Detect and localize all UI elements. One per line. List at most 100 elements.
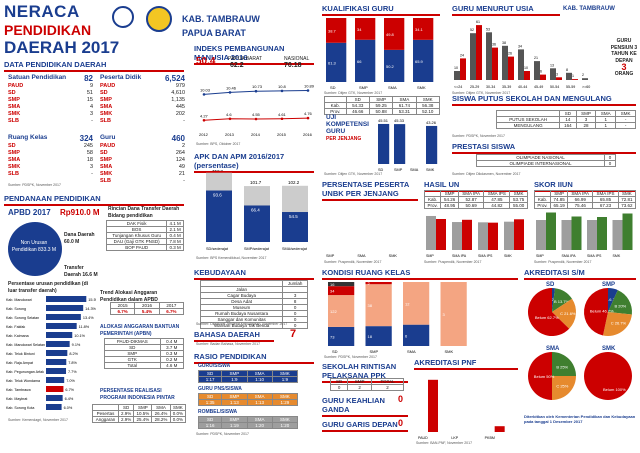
tren-title: Trend Alokasi Anggaran Pendidikan dalam … <box>100 290 158 303</box>
province-label: Kab. Sorong <box>6 307 26 311</box>
table-cell: 73.62 <box>617 202 637 209</box>
usia-value: 10 <box>454 66 458 70</box>
table-cell: 0.3 M <box>166 244 184 251</box>
table-row: 1:16 1:19 1:20 1:20 <box>197 422 299 429</box>
province-value: 7.8% <box>68 361 77 365</box>
pie-inner-label: Non Urusan Pendidikan 833.3 M <box>11 240 57 253</box>
ruang-kelas: Ruang Kelas 324 SD 245 SMP 58 SMA 18 SMK 3 SLB - <box>8 134 93 178</box>
pie-slice <box>552 376 576 400</box>
ipm-x-tick: 2012 <box>199 132 209 137</box>
table-cell: 0.4 M <box>166 232 184 239</box>
segment-label: 61.3 <box>328 60 337 65</box>
bar <box>378 123 390 164</box>
province-bar <box>46 350 68 356</box>
prestasi-table: OLIMPIADE NASIONAL 0 OLIMPIADE INTERNASION… <box>475 154 616 167</box>
grouped-bar <box>587 220 597 250</box>
persentase-chart: Kab. Manokwari 15.5% Kab. Sorong 14.3% Kab. … <box>6 296 96 410</box>
province-label: Kab. Sorong Kota <box>6 406 34 410</box>
pns-table: SD SMP SMA SMK 1:35 1:13 1:13 1:29 <box>197 393 299 406</box>
stat-value: - <box>183 118 185 124</box>
province-bar <box>46 395 63 401</box>
province-value: 6.0% <box>64 406 73 410</box>
pie-slice <box>608 290 632 315</box>
segment-label: 50.2 <box>386 64 395 69</box>
note-unit: ORANG <box>614 70 634 77</box>
total: 460 <box>171 134 185 143</box>
regency-emblem <box>146 6 172 32</box>
source: Sumber: Direktorat Jenderal Kebudayaan, … <box>196 322 288 326</box>
source: Sumber: BPS, Oktober 2017 <box>196 142 241 146</box>
ipm-point <box>228 117 232 121</box>
total: 6,524 <box>164 74 185 83</box>
grouped-bar <box>612 220 623 250</box>
table-row: PAUD-DIKMAS 0.4 M <box>104 338 185 345</box>
table-cell: 1:13 <box>246 399 273 406</box>
usia-value: 52 <box>470 28 474 32</box>
stat-row: SMP 15 <box>8 97 93 104</box>
table-row: SMP SMA IPA SMA IPS SMK <box>534 190 637 197</box>
table-cell: 46.66 <box>345 108 370 115</box>
garis-depan-value: 0 <box>398 418 404 428</box>
section-title: RASIO PENDIDIKAN <box>194 352 314 364</box>
stat-row: PAUD 2 <box>100 143 185 150</box>
x-tick: SMK <box>613 254 621 258</box>
province-bar <box>46 359 67 365</box>
table-cell: 1:35 <box>197 399 223 406</box>
ipm-point-label: 10.89 <box>304 83 315 88</box>
stat-label: SMA <box>8 157 21 163</box>
pie-label: B 25% <box>556 365 568 370</box>
stat-value: 1,135 <box>171 97 185 103</box>
table-cell: 4.1 M <box>166 220 184 227</box>
stat-value: 58 <box>86 150 93 156</box>
rincian-title: Rincian Dana Transfer Daerah Bidang pend… <box>108 206 180 219</box>
apm-label: 54.5 <box>289 214 298 219</box>
nasional-value: 70.18 <box>284 62 302 69</box>
grouped-bar <box>561 220 572 250</box>
table-row: DAU (Gaji GTK PNSD) 7.8 M <box>105 238 184 245</box>
x-tick: SMK <box>426 168 435 172</box>
stacked-segment <box>440 282 467 346</box>
stat-label: SMK <box>8 111 21 117</box>
province-value: 13.4% <box>83 316 94 320</box>
grouped-bar <box>436 218 446 250</box>
province-value: 6.7% <box>65 388 74 392</box>
table-cell: 65.19 <box>549 202 569 209</box>
guru-siswa-label: GURU/SISWA <box>198 363 231 369</box>
persentase-title: Persentase urusan pendidikan (di luar tr… <box>8 281 89 294</box>
source: Sumber: BPS Kemendikbud, November 2017 <box>196 256 267 260</box>
table-row: Prov. 46.66 50.88 53.31 52.10 <box>324 108 441 115</box>
grouped-bar <box>426 215 436 250</box>
table-cell: 2.9% <box>117 416 135 423</box>
bar <box>426 125 438 164</box>
province-label: Kab. Fakfak <box>6 325 25 329</box>
grouped-bar <box>546 212 556 250</box>
x-tick: SMA <box>410 168 419 172</box>
pie-label: Belum 46.7% <box>590 309 614 314</box>
stat-label: SMP <box>8 150 20 156</box>
section-title: INDEKS PEMBANGUNAN MANUSIA 2016 <box>194 44 314 65</box>
section-title: AKREDITASI PNF <box>414 358 518 370</box>
province-label: Kab. Raja Ampat <box>6 361 33 365</box>
stat-value: 3 <box>89 164 93 170</box>
value: 6.7% <box>109 308 136 315</box>
stacked-segment <box>326 42 347 82</box>
pie-title: SMA <box>546 346 560 352</box>
stat-row: SD 245 <box>8 143 93 150</box>
ipm-point-label: 4.27 <box>200 113 209 118</box>
ipm-x-tick: 2014 <box>251 132 261 137</box>
bar-label: 43.26 <box>426 120 437 125</box>
pip-table: SD SMP SMA SMK Pesertas 2.9% 10.5% 26.4% 0.0% Ang… <box>92 404 187 423</box>
pie-label: Belum 50% <box>534 374 555 379</box>
pie-label: C 21.6% <box>560 311 576 316</box>
stat-value: 445 <box>175 104 185 110</box>
stat-label: SD <box>8 143 16 149</box>
grouped-bar <box>462 219 472 250</box>
segment-label: 73 <box>330 334 335 339</box>
grouped-bar <box>622 213 633 250</box>
table-row: BOP PAUD 0.3 M <box>105 244 184 251</box>
usia-value: 10 <box>524 66 528 70</box>
ipm-x-tick: 2016 <box>303 132 313 137</box>
stat-row: SMA 445 <box>100 104 185 111</box>
stat-label: PAUD <box>8 83 24 89</box>
